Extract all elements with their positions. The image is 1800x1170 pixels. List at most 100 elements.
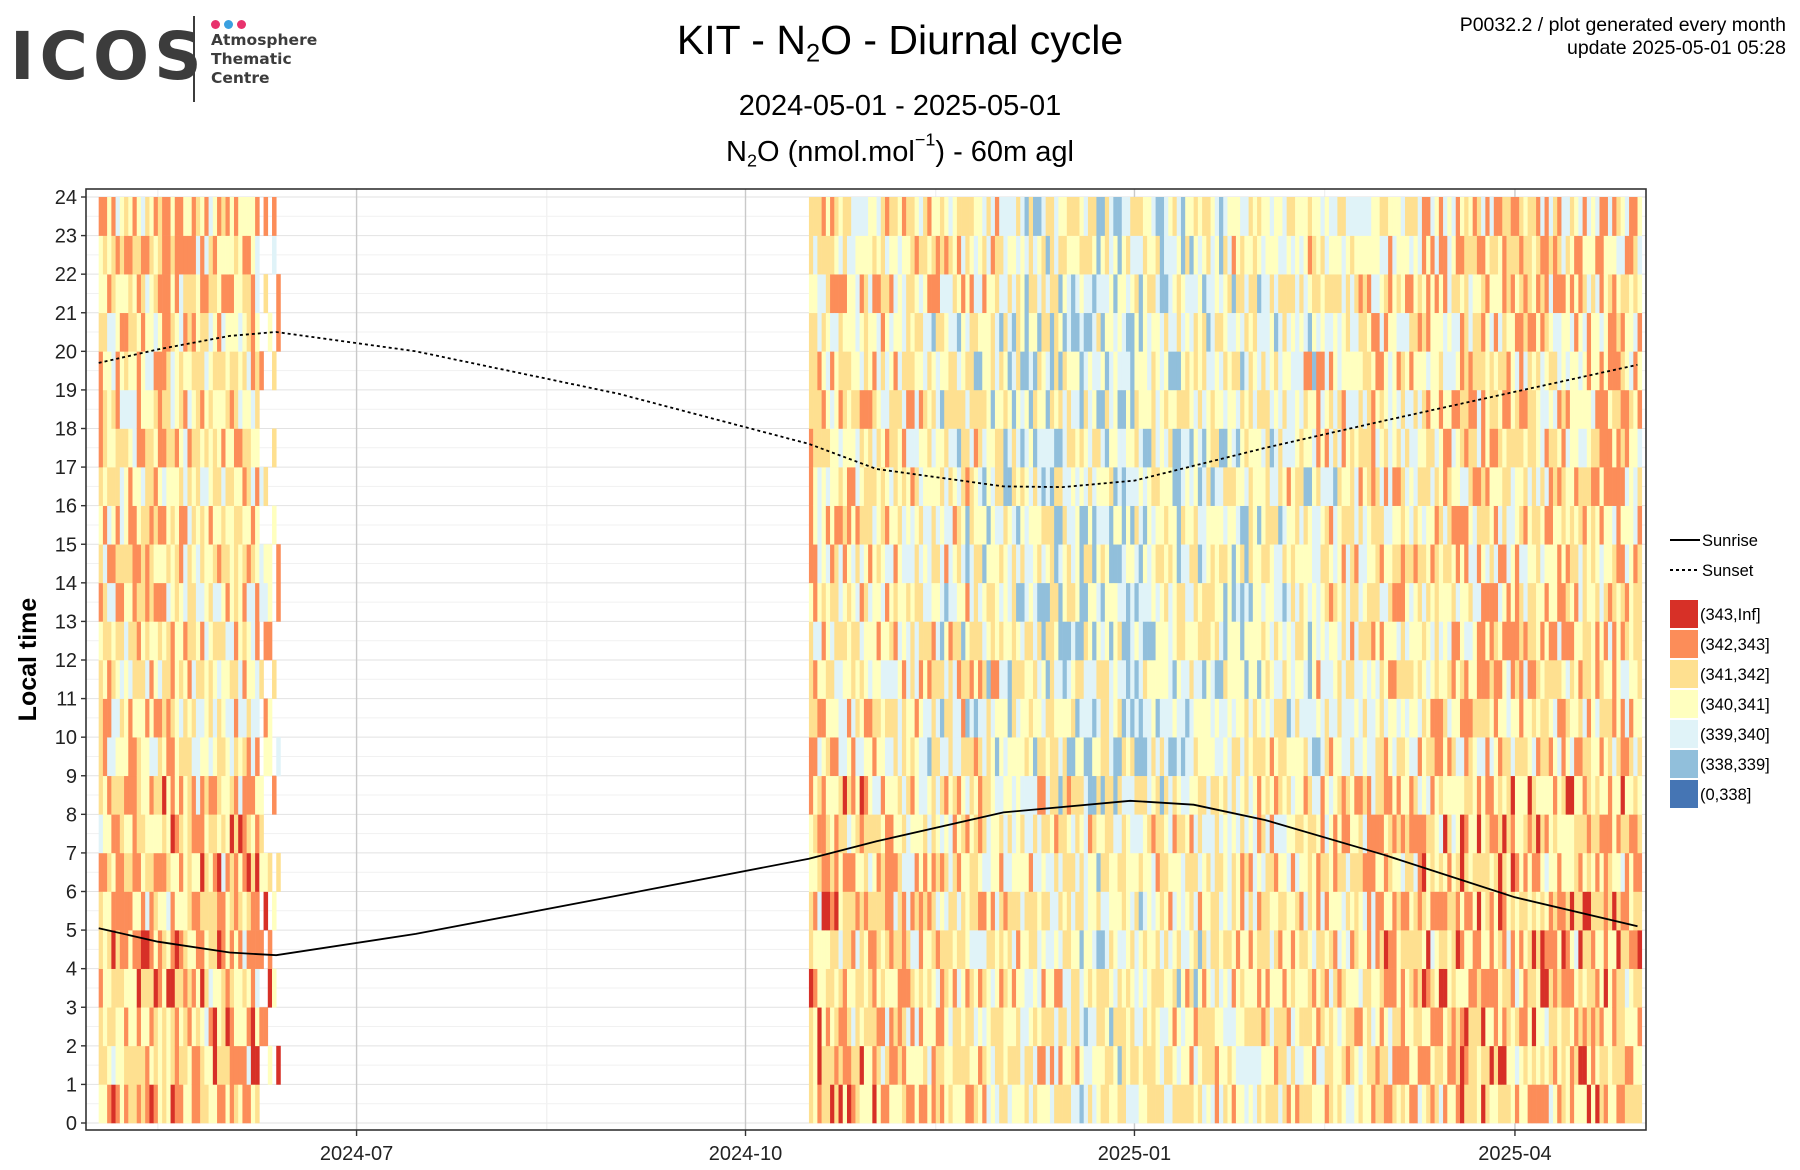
heatmap-cell (1451, 235, 1457, 275)
heatmap-cell (893, 775, 899, 815)
heatmap-cell (1447, 1084, 1452, 1124)
heatmap-cell (132, 891, 138, 931)
heatmap-cell (1109, 389, 1114, 429)
heatmap-cell (910, 737, 915, 777)
heatmap-cell (1147, 698, 1152, 738)
heatmap-cell (174, 852, 180, 892)
heatmap-cell (149, 389, 154, 429)
heatmap-cell (1409, 544, 1414, 584)
heatmap-cell (1092, 814, 1097, 854)
heatmap-cell (1126, 544, 1131, 584)
heatmap-cell (263, 891, 269, 931)
heatmap-cell (145, 968, 150, 1008)
heatmap-cell (259, 544, 264, 584)
heatmap-cell (1451, 1007, 1457, 1047)
heatmap-cell (1189, 1045, 1194, 1085)
heatmap-cell (1130, 814, 1135, 854)
heatmap-cell (1032, 544, 1038, 584)
heatmap-cell (1295, 467, 1300, 506)
heatmap-cell (1244, 505, 1249, 545)
heatmap-cell (1113, 698, 1118, 738)
heatmap-cell (910, 775, 915, 815)
heatmap-cell (1016, 891, 1021, 931)
heatmap-cell (817, 814, 822, 854)
heatmap-cell (107, 968, 112, 1008)
heatmap-cell (901, 775, 907, 815)
heatmap-cell (948, 1045, 953, 1085)
heatmap-cell (1041, 389, 1046, 429)
heatmap-cell (1138, 505, 1144, 545)
heatmap-cell (1299, 891, 1304, 931)
heatmap-cell (994, 1007, 1000, 1047)
heatmap-cell (153, 197, 159, 236)
heatmap-cell (1273, 312, 1279, 352)
heatmap-cell (830, 582, 835, 622)
heatmap-cell (948, 274, 953, 314)
heatmap-cell (1176, 312, 1182, 352)
heatmap-cell (1273, 389, 1279, 429)
heatmap-cell (1345, 621, 1351, 661)
heatmap-cell (1447, 852, 1452, 892)
heatmap-cell (217, 1007, 222, 1047)
heatmap-cell (1202, 1007, 1207, 1047)
heatmap-cell (885, 582, 890, 622)
heatmap-cell (1096, 621, 1101, 661)
heatmap-cell (1388, 814, 1393, 854)
heatmap-cell (124, 1007, 129, 1047)
heatmap-cell (1472, 621, 1478, 661)
heatmap-cell (1405, 852, 1410, 892)
heatmap-cell (1045, 197, 1051, 236)
heatmap-cell (914, 274, 920, 314)
heatmap-cell (956, 235, 962, 275)
heatmap-cell (1180, 467, 1186, 506)
heatmap-cell (1147, 930, 1152, 969)
heatmap-cell (1413, 891, 1419, 931)
heatmap-cell (834, 968, 839, 1008)
heatmap-cell (1071, 737, 1076, 777)
heatmap-cell (969, 968, 975, 1008)
heatmap-cell (1159, 660, 1165, 699)
heatmap-cell (1164, 968, 1169, 1008)
heatmap-cell (838, 814, 844, 854)
heatmap-cell (153, 389, 159, 429)
heatmap-cell (1413, 698, 1419, 738)
heatmap-cell (1455, 467, 1461, 506)
heatmap-cell (238, 544, 243, 584)
heatmap-cell (102, 698, 108, 738)
heatmap-cell (1172, 312, 1178, 352)
heatmap-cell (1485, 698, 1490, 738)
heatmap-cell (174, 930, 180, 969)
heatmap-cell (1345, 1084, 1351, 1124)
heatmap-cell (1413, 621, 1419, 661)
heatmap-cell (986, 968, 992, 1008)
heatmap-cell (149, 737, 154, 777)
heatmap-cell (1498, 428, 1503, 468)
heatmap-cell (1455, 968, 1461, 1008)
heatmap-cell (868, 582, 873, 622)
heatmap-cell (1197, 621, 1203, 661)
heatmap-cell (149, 775, 154, 815)
heatmap-cell (1371, 1045, 1376, 1085)
heatmap-cell (1358, 312, 1364, 352)
heatmap-cell (1147, 428, 1152, 468)
heatmap-cell (961, 235, 966, 275)
heatmap-cell (229, 814, 235, 854)
heatmap-cell (1493, 235, 1499, 275)
heatmap-cell (944, 891, 949, 931)
heatmap-cell (102, 852, 108, 892)
heatmap-cell (1041, 930, 1046, 969)
heatmap-cell (170, 660, 176, 699)
heatmap-cell (851, 235, 856, 275)
heatmap-cell (1358, 737, 1364, 777)
heatmap-cell (170, 351, 176, 391)
heatmap-cell (859, 312, 865, 352)
heatmap-cell (1126, 737, 1131, 777)
heatmap-cell (1189, 1084, 1194, 1124)
heatmap-cell (1341, 698, 1347, 738)
heatmap-cell (162, 467, 167, 506)
heatmap-cell (1278, 775, 1283, 815)
heatmap-cell (102, 582, 108, 622)
heatmap-cell (204, 1045, 209, 1085)
heatmap-cell (246, 351, 252, 391)
heatmap-cell (1117, 660, 1123, 699)
